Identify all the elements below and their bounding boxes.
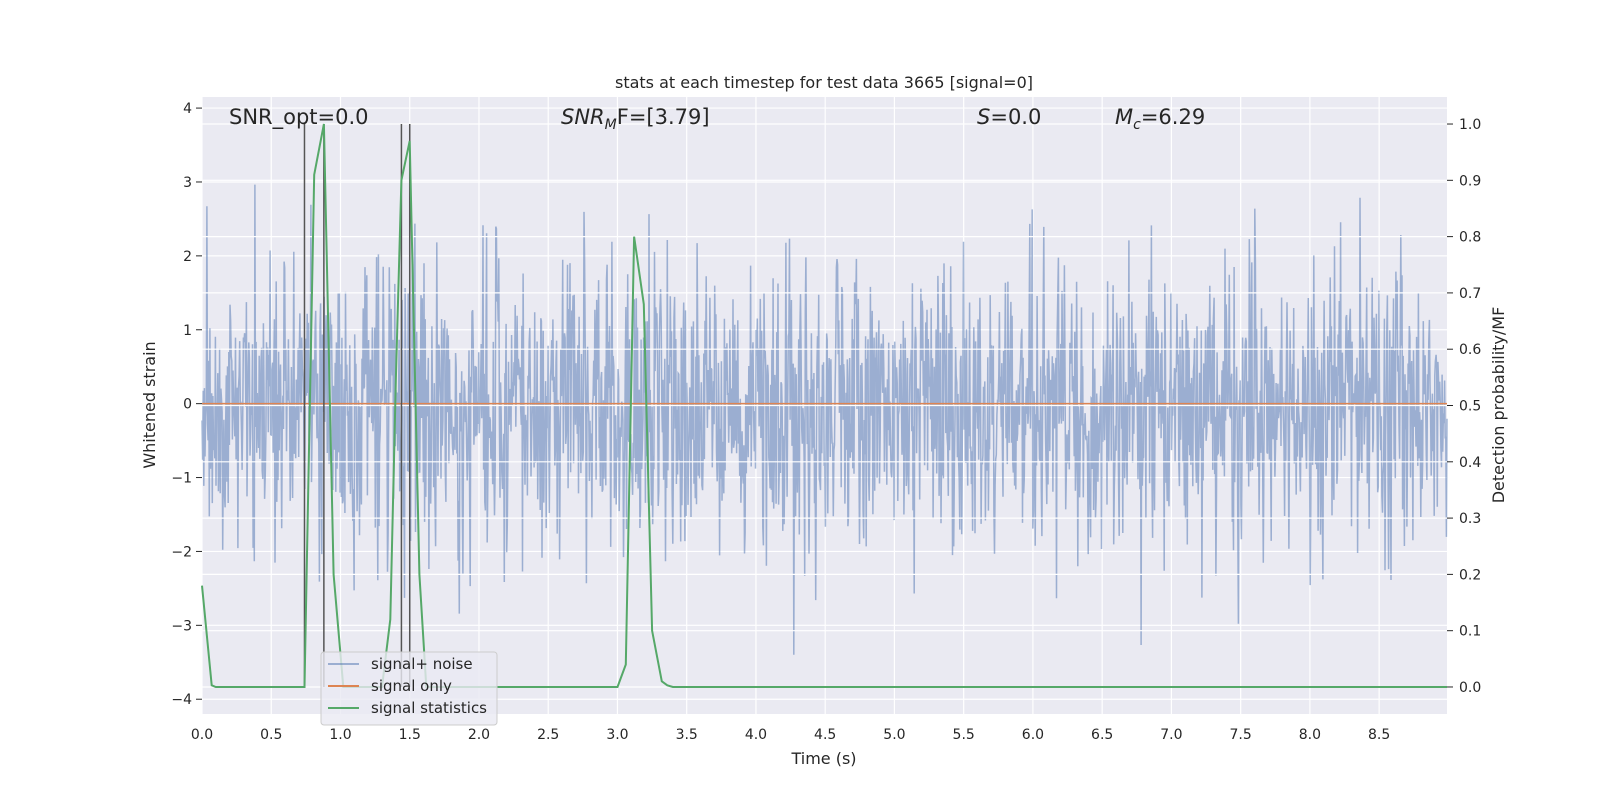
- legend-label-statistics: signal statistics: [371, 699, 487, 717]
- x-tick-label: 1.0: [329, 727, 351, 743]
- x-tick-label: 6.5: [1091, 727, 1113, 743]
- y2-tick-label: 0.0: [1459, 680, 1481, 696]
- y2-tick-label: 0.7: [1459, 286, 1481, 302]
- x-tick-label: 2.0: [468, 727, 490, 743]
- mc-sub: c: [1133, 117, 1141, 133]
- x-tick-label: 4.5: [814, 727, 836, 743]
- legend: signal+ noise signal only signal statist…: [320, 651, 498, 726]
- annotation-snr-opt: SNR_opt=0.0: [229, 105, 369, 130]
- x-tick-label: 0.5: [260, 727, 282, 743]
- y2-tick-label: 0.2: [1459, 567, 1481, 583]
- x-tick-label: 7.0: [1160, 727, 1182, 743]
- y-tick-label: −4: [171, 692, 192, 708]
- s-prefix: S: [977, 105, 990, 129]
- x-tick-label: 1.5: [399, 727, 421, 743]
- y2-tick-label: 0.3: [1459, 511, 1481, 527]
- y-tick-label: 1: [183, 323, 192, 339]
- snr-mf-sub: M: [605, 117, 617, 133]
- x-tick-label: 7.5: [1230, 727, 1252, 743]
- x-tick-label: 6.0: [1022, 727, 1044, 743]
- detection-vertical-lines: [303, 124, 411, 687]
- x-tick-label: 5.0: [883, 727, 905, 743]
- y2-tick-label: 1.0: [1459, 117, 1481, 133]
- y-tick-label: 0: [183, 397, 192, 413]
- s-suffix: =0.0: [990, 105, 1041, 129]
- y-tick-label: 2: [183, 249, 192, 265]
- y2-tick-label: 0.8: [1459, 230, 1481, 246]
- annotation-s: S=0.0: [977, 105, 1041, 129]
- x-tick-label: 8.0: [1299, 727, 1321, 743]
- x-tick-label: 8.5: [1368, 727, 1390, 743]
- annotation-snr-mf: SNRMF=[3.79]: [561, 105, 710, 133]
- y-axis-label: Whitened strain: [140, 341, 159, 468]
- mc-suffix: =6.29: [1141, 105, 1205, 129]
- y2-tick-label: 0.5: [1459, 399, 1481, 415]
- y-tick-label: −1: [171, 471, 192, 487]
- x-tick-label: 4.0: [745, 727, 767, 743]
- chart-title: stats at each timestep for test data 366…: [615, 73, 1033, 92]
- y2-tick-label: 0.1: [1459, 624, 1481, 640]
- x-tick-label: 2.5: [537, 727, 559, 743]
- snr-mf-prefix: SNR: [561, 105, 605, 129]
- y-tick-label: 4: [183, 101, 192, 117]
- snr-mf-suffix: F=[3.79]: [617, 105, 710, 129]
- x-tick-label: 0.0: [191, 727, 213, 743]
- y-tick-label: −2: [171, 544, 192, 560]
- x-axis-ticks: 0.0 0.5 1.0 1.5 2.0 2.5 3.0 3.5 4.0 4.5 5.0 5.5 6.0 6…: [191, 727, 1390, 743]
- y2-axis-label: Detection probability/MF: [1489, 307, 1508, 504]
- y2-tick-label: 0.4: [1459, 455, 1481, 471]
- x-tick-label: 3.0: [606, 727, 628, 743]
- y-tick-label: −3: [171, 618, 192, 634]
- mc-prefix: M: [1115, 105, 1133, 129]
- x-tick-label: 5.5: [953, 727, 975, 743]
- y2-tick-label: 0.6: [1459, 342, 1481, 358]
- right-axis-ticks: 0.0 0.1 0.2 0.3 0.4 0.5 0.6 0.7 0.8 0.9 1.0: [1447, 117, 1481, 696]
- left-axis-ticks: −4 −3 −2 −1 0 1 2 3 4: [171, 101, 202, 708]
- y-tick-label: 3: [183, 175, 192, 191]
- x-tick-label: 3.5: [676, 727, 698, 743]
- x-axis-label: Time (s): [790, 749, 856, 768]
- legend-box: [320, 651, 498, 726]
- y2-tick-label: 0.9: [1459, 173, 1481, 189]
- legend-label-signal-only: signal only: [371, 677, 452, 695]
- legend-label-noise: signal+ noise: [371, 655, 473, 673]
- annotation-mc: Mc=6.29: [1115, 105, 1205, 133]
